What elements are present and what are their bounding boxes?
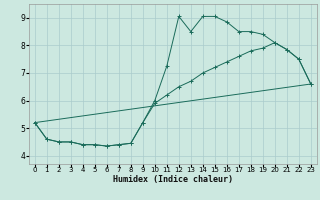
X-axis label: Humidex (Indice chaleur): Humidex (Indice chaleur)	[113, 175, 233, 184]
